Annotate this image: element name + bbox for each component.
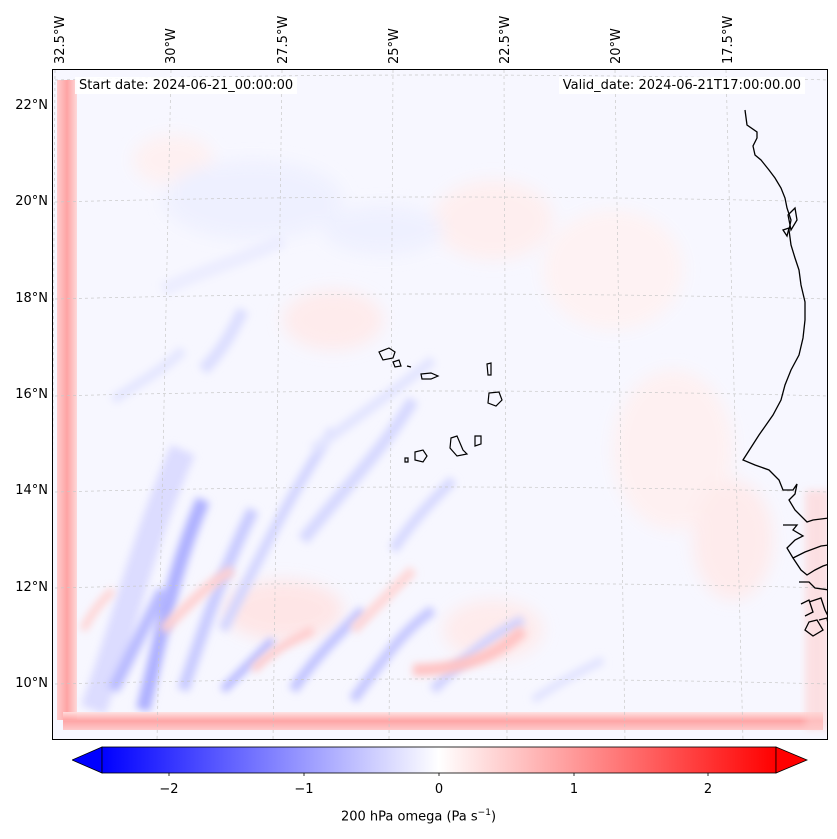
cape-verde-islands	[378, 347, 503, 463]
diffuse-anomalies	[133, 135, 773, 660]
lat-label-12n: 12°N	[15, 580, 48, 595]
colorbar-tick-2: 2	[703, 782, 713, 797]
colorbar-tick-1: 1	[569, 782, 579, 797]
lat-label-16n: 16°N	[15, 387, 48, 402]
colorbar-tick-neg2: −2	[159, 782, 179, 797]
lon-label-30w: 30°W	[164, 28, 179, 64]
colorbar-label: 200 hPa omega (Pa s−1)	[0, 808, 837, 824]
lon-label-27-5w: 27.5°W	[276, 15, 291, 64]
colorbar-label-exponent: −1	[477, 808, 491, 818]
colorbar-label-close: )	[490, 809, 497, 825]
positive-omega-streaks	[79, 565, 528, 676]
lon-label-17-5w: 17.5°W	[721, 15, 736, 64]
west-africa-coastline	[742, 109, 827, 637]
lat-label-10n: 10°N	[15, 676, 48, 691]
colorbar-tick-0: 0	[434, 782, 444, 797]
lon-label-22-5w: 22.5°W	[498, 15, 513, 64]
colorbar-tick-marks	[168, 773, 709, 776]
colorbar-extend-high	[775, 746, 808, 774]
lon-label-20w: 20°W	[609, 28, 624, 64]
map-panel: Start date: 2024-06-21_00:00:00 Valid_da…	[52, 69, 828, 740]
start-date-label: Start date: 2024-06-21_00:00:00	[75, 77, 298, 94]
negative-omega-streaks	[80, 233, 605, 715]
colorbar-extend-low	[72, 746, 103, 774]
lat-label-14n: 14°N	[15, 483, 48, 498]
graticule	[53, 70, 827, 739]
lon-label-25w: 25°W	[387, 28, 402, 64]
colorbar-gradient	[101, 746, 777, 774]
omega-field-map	[53, 70, 827, 739]
left-edge-band	[57, 80, 77, 720]
lon-label-32-5w: 32.5°W	[53, 15, 68, 64]
bottom-edge-band	[63, 712, 823, 730]
lat-label-22n: 22°N	[15, 98, 48, 113]
valid-date-label: Valid_date: 2024-06-21T17:00:00.00	[558, 77, 805, 94]
colorbar	[72, 746, 808, 776]
lat-label-18n: 18°N	[15, 291, 48, 306]
colorbar-label-main: 200 hPa omega (Pa s	[340, 809, 478, 825]
colorbar-tick-neg1: −1	[294, 782, 314, 797]
lat-label-20n: 20°N	[15, 194, 48, 209]
